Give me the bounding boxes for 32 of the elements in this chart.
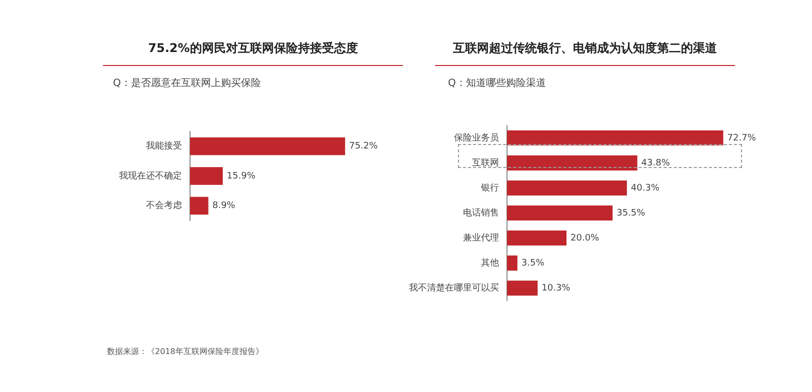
y-tick-label: 电话销售: [463, 207, 499, 218]
bar: [507, 155, 638, 170]
data-label: 75.2%: [349, 142, 378, 152]
y-tick-label: 银行: [480, 182, 499, 194]
data-label: 20.0%: [570, 233, 600, 244]
chart-subtitle: Q：是否愿意在互联网上购买保险: [113, 76, 261, 90]
source-note: 数据来源：《2018年互联网保险年度报告》: [107, 346, 264, 357]
bar: [507, 180, 627, 196]
chart-subtitle: Q：知道哪些购险渠道: [448, 76, 546, 90]
data-label: 72.7%: [727, 133, 756, 144]
y-tick-label: 我不清楚在哪里可以买: [409, 282, 499, 294]
bar: [507, 230, 566, 246]
data-label: 3.5%: [521, 258, 545, 268]
y-tick-label: 不会考虑: [146, 200, 182, 212]
data-label: 35.5%: [616, 208, 646, 218]
chart-title: 75.2%的网民对互联网保险持接受态度: [103, 40, 403, 66]
bar: [507, 256, 518, 271]
bar: [507, 130, 724, 146]
data-label: 43.8%: [641, 158, 670, 168]
y-tick-label: 我能接受: [146, 140, 182, 152]
y-tick-label: 互联网: [472, 157, 499, 168]
y-tick-label: 我现在还不确定: [119, 170, 182, 182]
data-label: 8.9%: [212, 201, 236, 212]
y-tick-label: 其他: [481, 257, 499, 268]
data-label: 15.9%: [226, 171, 256, 182]
data-label: 40.3%: [630, 183, 660, 194]
bar: [507, 205, 613, 221]
y-tick-label: 保险业务员: [454, 132, 499, 144]
chart-title: 互联网超过传统银行、电销成为认知度第二的渠道: [435, 40, 735, 66]
y-tick-label: 兼业代理: [463, 232, 499, 244]
data-label: 10.3%: [542, 283, 571, 294]
bar: [507, 280, 538, 296]
